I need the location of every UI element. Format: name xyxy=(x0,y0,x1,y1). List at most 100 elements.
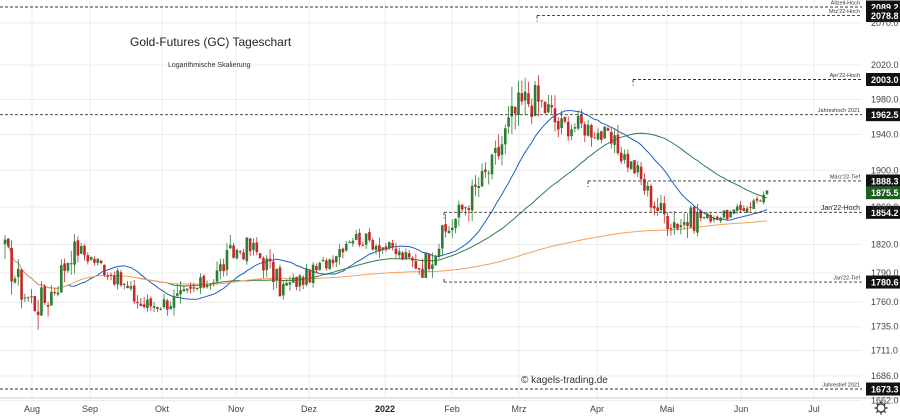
candle-body xyxy=(179,290,182,295)
last-price-value: 1875.5 xyxy=(871,188,899,198)
candle-body xyxy=(16,268,20,278)
candle-body xyxy=(540,100,544,102)
candle-body xyxy=(391,243,394,248)
candle-body xyxy=(189,286,192,289)
candle-body xyxy=(414,260,418,269)
candle-body xyxy=(759,200,762,202)
candle-body xyxy=(212,282,216,284)
level-label: Jan'22-Hoch xyxy=(821,205,860,212)
candle-body xyxy=(427,254,431,269)
candle-body xyxy=(159,308,163,310)
candle-body xyxy=(603,126,606,139)
candle-body xyxy=(447,230,451,234)
candle-body xyxy=(3,239,7,245)
candle-body xyxy=(73,241,76,265)
y-tick-label: 2070.0 xyxy=(871,18,899,28)
price-levels: Allzeit-Hoch 2089.2 Mrz'22-Hoch 2078.8 Apr'2… xyxy=(0,0,900,396)
candle-body xyxy=(530,105,534,118)
candle-body xyxy=(172,296,176,308)
candle-body xyxy=(586,124,590,136)
level-badge-value: 1888.3 xyxy=(871,176,899,186)
gear-icon[interactable] xyxy=(876,403,886,413)
candle-body xyxy=(487,172,491,174)
candle-body xyxy=(745,208,749,213)
candle-body xyxy=(265,258,269,270)
x-tick-label: Feb xyxy=(444,404,460,414)
candle-body xyxy=(424,252,428,278)
candle-body xyxy=(480,171,484,187)
candle-body xyxy=(122,283,126,285)
candle-body xyxy=(99,260,103,264)
candle-body xyxy=(613,135,616,145)
candle-body xyxy=(228,245,232,249)
candle-body xyxy=(364,233,368,245)
candle-body xyxy=(421,268,424,278)
candle-body xyxy=(43,286,47,303)
candle-body xyxy=(702,217,706,219)
candle-body xyxy=(20,269,23,300)
level-badge-value: 1962.5 xyxy=(871,110,899,120)
candle-body xyxy=(494,148,497,153)
candle-body xyxy=(10,248,13,282)
level-badge-value: 1780.6 xyxy=(871,278,899,288)
candle-body xyxy=(205,284,209,288)
candle-body xyxy=(679,225,683,228)
candle-body xyxy=(570,129,573,137)
candle-body xyxy=(262,257,265,271)
y-tick-label: 1662.0 xyxy=(871,396,899,406)
candle-body xyxy=(550,104,553,108)
candle-body xyxy=(119,272,123,286)
candle-body xyxy=(132,285,136,302)
candle-body xyxy=(556,120,560,130)
candle-body xyxy=(636,165,640,173)
candle-body xyxy=(354,234,358,240)
settings-button[interactable] xyxy=(874,401,888,415)
candle-body xyxy=(682,222,686,225)
candle-body xyxy=(185,288,189,291)
watermark: © kagels-trading.de xyxy=(521,375,608,386)
candle-body xyxy=(113,275,116,285)
grid xyxy=(0,0,900,402)
candle-body xyxy=(669,228,673,230)
candle-body xyxy=(543,101,547,114)
candle-body xyxy=(434,256,437,266)
candle-body xyxy=(321,259,325,262)
candle-body xyxy=(686,222,689,227)
candle-body xyxy=(404,252,408,260)
candle-body xyxy=(83,245,86,256)
moving-average-line xyxy=(4,110,768,300)
candle-body xyxy=(503,128,507,145)
candle-body xyxy=(305,268,308,285)
candle-body xyxy=(533,84,537,116)
candle-body xyxy=(490,154,494,175)
y-tick-label: 1860.0 xyxy=(871,202,899,212)
candle-body xyxy=(732,209,736,214)
y-tick-label: 1760.0 xyxy=(871,297,899,307)
candle-body xyxy=(563,117,567,122)
moving-average-line xyxy=(4,220,768,290)
candle-body xyxy=(53,292,56,294)
y-tick-label: 1820.0 xyxy=(871,239,899,249)
candle-body xyxy=(696,212,699,233)
last-price-badge xyxy=(866,186,900,200)
candle-body xyxy=(325,260,328,269)
candle-body xyxy=(656,207,659,212)
level-badge xyxy=(866,275,900,289)
candle-body xyxy=(619,152,623,162)
candle-body xyxy=(371,240,375,250)
candle-body xyxy=(328,259,331,269)
candle-body xyxy=(268,258,272,262)
level-label: Jahrestief 2021 xyxy=(822,383,860,389)
candle-body xyxy=(719,217,722,221)
candle-body xyxy=(351,240,355,244)
chart-title: Gold-Futures (GC) Tageschart xyxy=(130,35,292,49)
candle-body xyxy=(616,134,620,154)
level-label: Mrz'22-Hoch xyxy=(829,9,860,15)
candle-body xyxy=(457,204,461,218)
level-badge xyxy=(866,382,900,396)
candle-body xyxy=(520,93,524,102)
level-label: Apr'22-Hoch xyxy=(830,73,860,79)
candle-body xyxy=(255,242,259,253)
y-tick-label: 1686.0 xyxy=(871,371,899,381)
